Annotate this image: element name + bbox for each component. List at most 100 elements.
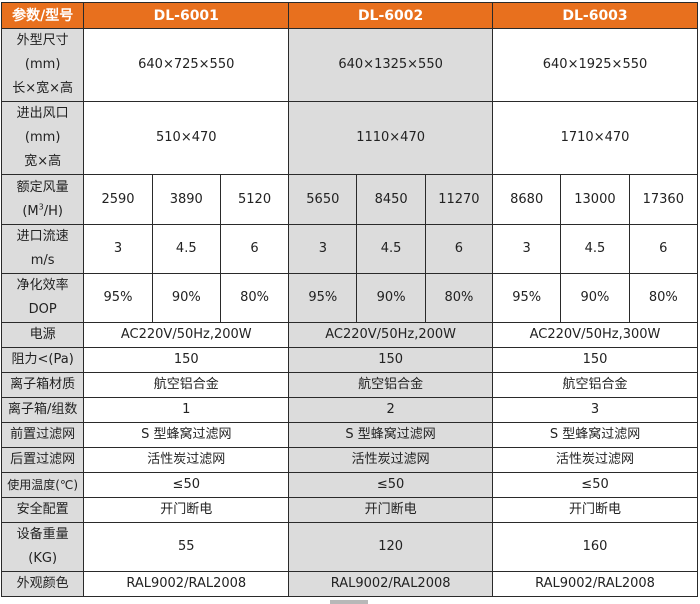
cell-ion-box-groups-dl6002: 2 [288, 397, 494, 423]
row-pre-filter: 前置过滤网 S 型蜂窝过滤网 S 型蜂窝过滤网 S 型蜂窝过滤网 [0, 422, 698, 448]
model-header-dl6002: DL-6002 [288, 2, 494, 29]
label-line: (M3/H) [3, 200, 83, 224]
cell-efficiency: 90% [356, 273, 426, 323]
cell-pre-filter-dl6002: S 型蜂窝过滤网 [288, 422, 494, 448]
label-temperature: 使用温度(℃) [0, 472, 85, 498]
label-line: 外型尺寸 [16, 33, 69, 48]
row-power: 电源 AC220V/50Hz,200W AC220V/50Hz,200W AC2… [0, 322, 698, 348]
label-ion-box-material: 离子箱材质 [0, 372, 85, 398]
label-text: /H) [43, 203, 63, 219]
superscript: 3 [38, 202, 44, 212]
cell-efficiency: 90% [560, 273, 630, 323]
cell-airflow: 8680 [492, 174, 562, 225]
row-inlet-speed: 进口流速 m/s 3 4.5 6 3 4.5 6 3 4.5 6 [0, 224, 699, 274]
cell-inlet-speed: 6 [628, 224, 699, 274]
label-resistance: 阻力<(Pa) [0, 347, 85, 373]
label-line: 额定风量 [16, 179, 69, 195]
cell-inlet-speed: 3 [288, 224, 358, 274]
label-line: (mm) [24, 130, 61, 145]
row-temperature: 使用温度(℃) ≤50 ≤50 ≤50 [0, 472, 698, 498]
row-airflow: 额定风量 (M3/H) 2590 3890 5120 5650 8450 112… [0, 174, 699, 225]
row-post-filter: 后置过滤网 活性炭过滤网 活性炭过滤网 活性炭过滤网 [0, 447, 698, 473]
cell-port-dl6001: 510×470 [83, 101, 290, 175]
cell-post-filter-dl6001: 活性炭过滤网 [83, 447, 290, 473]
label-power: 电源 [0, 322, 85, 348]
cell-inlet-speed: 3 [83, 224, 153, 274]
cell-airflow: 11270 [424, 174, 494, 225]
cell-dimensions-dl6003: 640×1925×550 [492, 28, 698, 102]
cell-inlet-speed: 3 [492, 224, 562, 274]
row-dimensions: 外型尺寸 (mm) 长×宽×高 640×725×550 640×1325×550… [0, 28, 698, 102]
model-header-dl6001: DL-6001 [83, 2, 290, 29]
cell-port-dl6002: 1110×470 [288, 101, 494, 175]
row-efficiency: 净化效率 DOP 95% 90% 80% 95% 90% 80% 95% 90%… [0, 273, 699, 323]
cell-efficiency: 90% [151, 273, 221, 323]
cell-efficiency: 80% [628, 273, 699, 323]
cell-dimensions-dl6001: 640×725×550 [83, 28, 290, 102]
cell-airflow: 5650 [288, 174, 358, 225]
cell-inlet-speed: 4.5 [151, 224, 221, 274]
cell-power-dl6001: AC220V/50Hz,200W [83, 322, 290, 348]
label-line: 进出风口 [16, 106, 69, 121]
cell-resistance-dl6002: 150 [288, 347, 494, 373]
label-color: 外观颜色 [0, 571, 85, 597]
cell-power-dl6002: AC220V/50Hz,200W [288, 322, 494, 348]
label-line: (mm) [24, 57, 61, 72]
label-line: m/s [30, 253, 55, 268]
row-ion-box-material: 离子箱材质 航空铝合金 航空铝合金 航空铝合金 [0, 372, 698, 398]
label-line: 设备重量 [16, 527, 69, 542]
label-line: DOP [28, 302, 57, 317]
cell-temperature-dl6003: ≤50 [492, 472, 698, 498]
cell-airflow: 8450 [356, 174, 426, 225]
cell-inlet-speed: 6 [424, 224, 494, 274]
row-port: 进出风口 (mm) 宽×高 510×470 1110×470 1710×470 [0, 101, 698, 175]
label-line: 长×宽×高 [12, 81, 74, 96]
cell-temperature-dl6002: ≤50 [288, 472, 494, 498]
header-row: 参数/型号 DL-6001 DL-6002 DL-6003 [0, 2, 698, 29]
label-ion-box-groups: 离子箱/组数 [0, 397, 85, 423]
cell-pre-filter-dl6003: S 型蜂窝过滤网 [492, 422, 698, 448]
cell-efficiency: 80% [424, 273, 494, 323]
label-inlet-speed: 进口流速 m/s [0, 224, 85, 274]
cell-ion-box-material-dl6001: 航空铝合金 [83, 372, 290, 398]
label-airflow: 额定风量 (M3/H) [0, 174, 85, 225]
label-pre-filter: 前置过滤网 [0, 422, 85, 448]
cell-resistance-dl6001: 150 [83, 347, 290, 373]
row-safety: 安全配置 开门断电 开门断电 开门断电 [0, 497, 698, 523]
cell-safety-dl6001: 开门断电 [83, 497, 290, 523]
cell-efficiency: 95% [288, 273, 358, 323]
cell-safety-dl6003: 开门断电 [492, 497, 698, 523]
label-text: (M [22, 203, 39, 219]
cell-inlet-speed: 4.5 [356, 224, 426, 274]
row-resistance: 阻力<(Pa) 150 150 150 [0, 347, 698, 373]
cell-color-dl6002: RAL9002/RAL2008 [288, 571, 494, 597]
cell-efficiency: 95% [83, 273, 153, 323]
cell-ion-box-groups-dl6001: 1 [83, 397, 290, 423]
header-label: 参数/型号 [0, 2, 85, 29]
cell-post-filter-dl6002: 活性炭过滤网 [288, 447, 494, 473]
cell-ion-box-groups-dl6003: 3 [492, 397, 698, 423]
label-efficiency: 净化效率 DOP [0, 273, 85, 323]
label-safety: 安全配置 [0, 497, 85, 523]
cell-color-dl6001: RAL9002/RAL2008 [83, 571, 290, 597]
cell-airflow: 2590 [83, 174, 153, 225]
label-weight: 设备重量 (KG) [0, 522, 85, 572]
cell-temperature-dl6001: ≤50 [83, 472, 290, 498]
label-dimensions: 外型尺寸 (mm) 长×宽×高 [0, 28, 85, 102]
scrollbar-thumb[interactable] [330, 600, 368, 604]
cell-post-filter-dl6003: 活性炭过滤网 [492, 447, 698, 473]
label-line: (KG) [28, 551, 58, 566]
row-ion-box-groups: 离子箱/组数 1 2 3 [0, 397, 698, 423]
cell-airflow: 3890 [151, 174, 221, 225]
cell-efficiency: 95% [492, 273, 562, 323]
cell-airflow: 5120 [219, 174, 290, 225]
cell-power-dl6003: AC220V/50Hz,300W [492, 322, 698, 348]
cell-airflow: 17360 [628, 174, 699, 225]
cell-weight-dl6001: 55 [83, 522, 290, 572]
cell-inlet-speed: 4.5 [560, 224, 630, 274]
cell-port-dl6003: 1710×470 [492, 101, 698, 175]
label-line: 进口流速 [16, 229, 69, 244]
label-line: 净化效率 [16, 278, 69, 293]
cell-ion-box-material-dl6002: 航空铝合金 [288, 372, 494, 398]
